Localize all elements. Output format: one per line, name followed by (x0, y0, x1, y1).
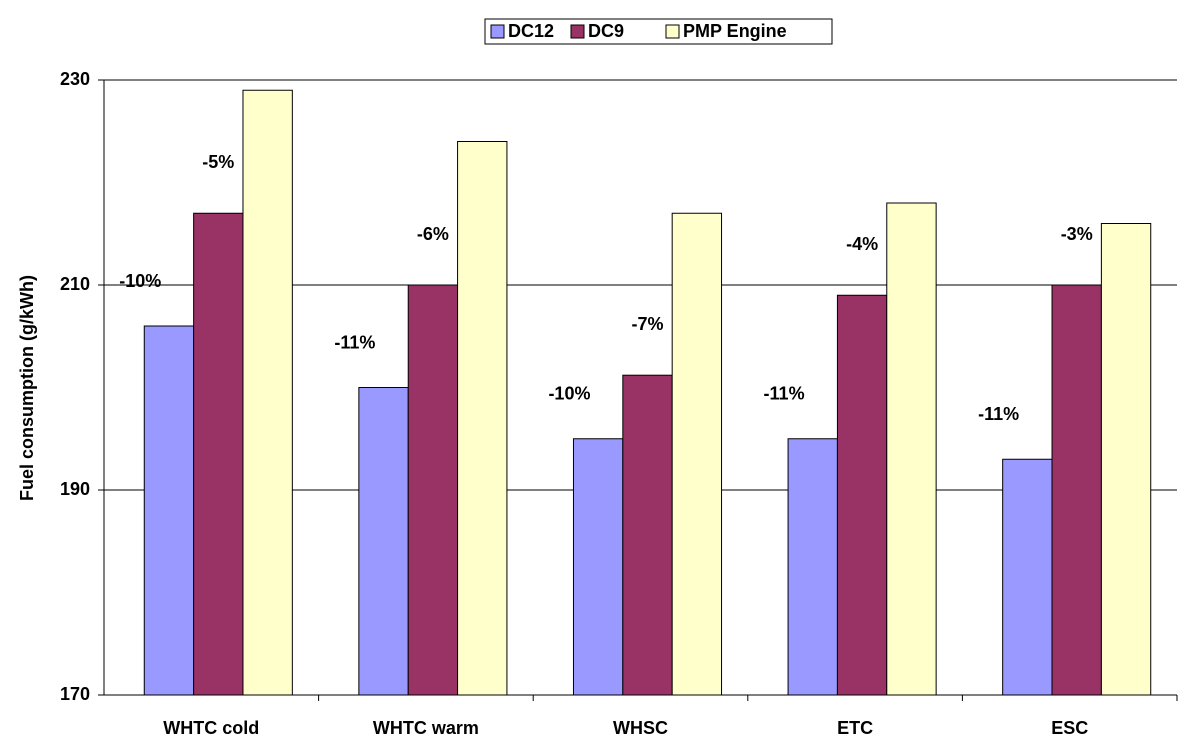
annotation: -11% (764, 384, 805, 404)
x-tick-label: WHSC (613, 718, 668, 738)
annotation: -10% (548, 384, 590, 404)
bar (193, 212, 244, 696)
bar (242, 89, 293, 696)
bar (1051, 284, 1102, 696)
annotation: -6% (417, 224, 449, 244)
bar (457, 141, 508, 696)
bar (836, 294, 888, 696)
x-tick-label: ESC (1051, 718, 1088, 738)
y-tick-label: 210 (60, 274, 90, 294)
bar (886, 202, 937, 696)
x-tick-label: WHTC cold (163, 718, 259, 738)
legend-label: DC9 (588, 21, 624, 41)
x-tick-label: ETC (837, 718, 873, 738)
legend-label: DC12 (508, 21, 554, 41)
bar (787, 438, 838, 696)
annotation: -11% (978, 404, 1019, 424)
y-tick-label: 190 (60, 479, 90, 499)
legend-swatch (570, 24, 585, 39)
y-tick-label: 170 (60, 684, 90, 704)
y-tick-label: 230 (60, 69, 90, 89)
x-tick-label: WHTC warm (373, 718, 479, 738)
bar (1100, 223, 1152, 696)
annotation: -4% (846, 234, 878, 254)
annotation: -7% (631, 314, 663, 334)
y-axis-label: Fuel consumption (g/kWh) (17, 275, 37, 501)
bar (622, 374, 673, 696)
bar (143, 325, 195, 696)
legend-swatch (490, 24, 505, 39)
legend-box (484, 18, 833, 45)
legend-label: PMP Engine (683, 21, 787, 41)
bar (358, 387, 409, 696)
bar (671, 212, 723, 696)
annotation: -3% (1061, 224, 1093, 244)
annotation: -11% (334, 332, 375, 352)
bar (1002, 458, 1053, 696)
bar (407, 284, 459, 696)
legend-swatch (665, 24, 680, 39)
annotation: -5% (202, 152, 234, 172)
bar (572, 438, 624, 696)
annotation: -10% (119, 271, 161, 291)
